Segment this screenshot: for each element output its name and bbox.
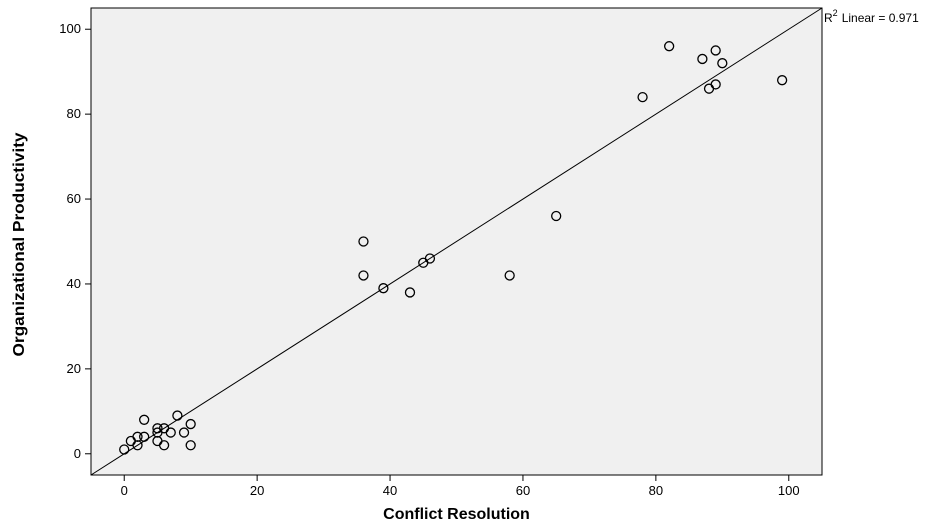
data-point	[172, 410, 183, 421]
r2-label: R2 Linear = 0.971	[824, 8, 919, 25]
axis-ticks: 0 20 40 60 80 100 0 20 40 60 80 100	[59, 21, 799, 498]
data-point	[358, 236, 369, 247]
x-tick-label: 60	[516, 483, 530, 498]
data-point	[185, 418, 196, 430]
r2-value: Linear = 0.971	[842, 11, 919, 25]
data-point	[139, 414, 150, 425]
data-point	[185, 440, 196, 451]
data-point	[358, 270, 369, 281]
data-point	[119, 444, 130, 455]
data-point	[152, 423, 163, 434]
data-point	[776, 75, 788, 86]
x-tick-label: 100	[778, 483, 800, 498]
data-point	[165, 427, 176, 438]
data-point	[637, 92, 648, 103]
data-point	[710, 79, 721, 90]
data-point	[504, 270, 515, 281]
y-tick-label: 80	[67, 106, 81, 121]
y-tick-label: 0	[74, 446, 81, 461]
data-point	[551, 210, 562, 222]
r2-prefix: R	[824, 11, 833, 25]
y-axis-title: Organizational Productivity	[11, 132, 28, 356]
linear-fit-line	[90, 7, 823, 476]
data-points	[119, 41, 788, 455]
data-point	[178, 427, 190, 438]
data-point	[158, 440, 170, 451]
y-tick-label: 40	[67, 276, 81, 291]
data-point	[717, 58, 728, 69]
x-tick-label: 40	[383, 483, 397, 498]
y-tick-label: 100	[59, 21, 81, 36]
y-tick-label: 60	[67, 191, 81, 206]
x-tick-label: 20	[250, 483, 264, 498]
data-point	[664, 41, 675, 52]
data-point	[710, 45, 721, 56]
data-point	[139, 431, 150, 442]
data-point	[424, 253, 436, 264]
x-tick-label: 0	[121, 483, 128, 498]
data-point	[378, 283, 389, 294]
y-tick-label: 20	[67, 361, 81, 376]
data-point	[132, 440, 143, 451]
r2-superscript: 2	[833, 8, 838, 18]
x-axis-title: Conflict Resolution	[383, 506, 530, 523]
data-point	[697, 53, 708, 65]
data-point	[404, 287, 416, 298]
x-tick-label: 80	[649, 483, 663, 498]
